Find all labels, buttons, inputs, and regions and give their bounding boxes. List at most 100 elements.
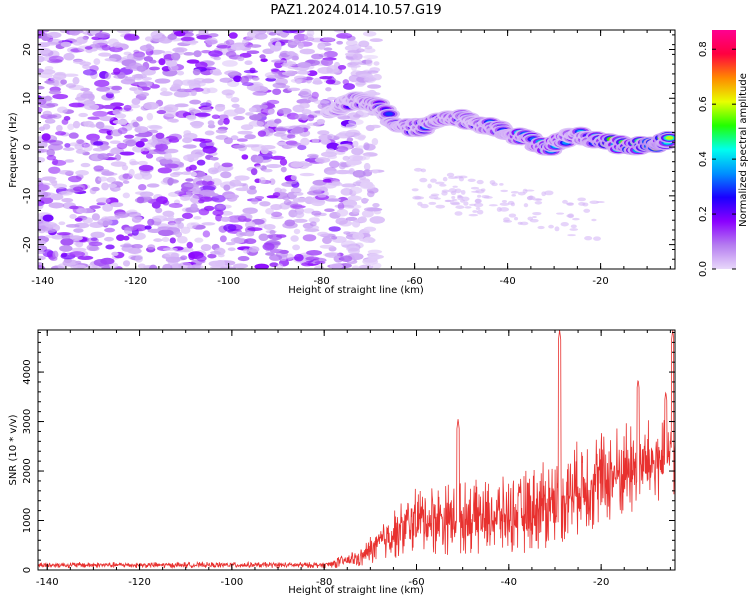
- noise-blob: [227, 247, 236, 252]
- noise-blob: [60, 41, 72, 48]
- noise-blob: [311, 138, 320, 144]
- noise-blob: [183, 51, 195, 56]
- noise-blob: [167, 222, 181, 229]
- noise-blob: [110, 161, 127, 167]
- noise-blob: [246, 50, 260, 55]
- noise-blob: [147, 244, 156, 250]
- noise-blob: [111, 85, 123, 91]
- noise-blob: [199, 138, 213, 143]
- noise-blob: [240, 75, 249, 84]
- noise-blob: [219, 77, 233, 83]
- noise-blob: [198, 208, 210, 216]
- spectrogram-x-label: Height of straight line (km): [288, 285, 424, 296]
- noise-blob: [207, 120, 215, 126]
- noise-blob: [296, 98, 311, 105]
- noise-blob: [198, 30, 209, 36]
- noise-blob: [283, 59, 293, 68]
- noise-blob: [101, 182, 109, 191]
- noise-blob: [136, 65, 147, 72]
- noise-blob: [68, 175, 82, 183]
- noise-blob: [336, 208, 349, 217]
- noise-blob: [196, 255, 207, 262]
- tail-blob: [439, 183, 447, 187]
- noise-blob: [292, 244, 301, 251]
- noise-blob: [183, 154, 199, 162]
- tail-blob: [464, 206, 472, 209]
- noise-blob: [180, 226, 191, 234]
- noise-blob: [110, 202, 124, 208]
- noise-blob: [49, 256, 58, 262]
- noise-blob: [72, 186, 84, 192]
- noise-blob: [175, 231, 183, 238]
- colorbar-tick-label: 0.6: [698, 96, 709, 112]
- noise-blob: [41, 133, 51, 141]
- noise-blob: [38, 184, 50, 191]
- noise-blob: [114, 113, 127, 119]
- noise-blob: [237, 215, 247, 223]
- noise-blob: [299, 91, 309, 95]
- noise-blob: [44, 65, 54, 71]
- noise-blob: [94, 79, 110, 88]
- noise-blob: [151, 201, 161, 209]
- noise-blob: [158, 229, 174, 237]
- noise-blob: [297, 62, 312, 69]
- noise-blob: [232, 144, 246, 149]
- noise-blob: [198, 189, 215, 196]
- noise-blob: [351, 208, 360, 215]
- noise-blob: [291, 55, 299, 61]
- tail-blob: [435, 204, 446, 209]
- noise-blob: [323, 50, 338, 58]
- tail-blob: [442, 176, 448, 182]
- noise-blob: [202, 230, 211, 238]
- tail-blob: [413, 167, 423, 172]
- noise-blob: [147, 124, 162, 129]
- noise-blob: [366, 207, 383, 212]
- noise-blob: [167, 33, 177, 40]
- noise-blob: [240, 124, 254, 131]
- noise-blob: [290, 78, 303, 83]
- tail-blob: [414, 196, 425, 200]
- noise-blob: [244, 60, 253, 66]
- noise-blob: [59, 245, 73, 252]
- tail-blob: [434, 181, 445, 185]
- noise-blob: [260, 144, 276, 150]
- noise-blob: [109, 46, 124, 53]
- noise-blob: [72, 120, 81, 129]
- noise-blob: [93, 58, 101, 66]
- tail-blob: [514, 216, 519, 221]
- noise-blob: [190, 171, 197, 177]
- noise-blob: [301, 262, 314, 267]
- noise-blob: [275, 41, 282, 49]
- noise-blob: [314, 157, 331, 163]
- noise-blob: [248, 120, 265, 127]
- noise-blob: [120, 244, 135, 248]
- noise-blob: [71, 247, 87, 252]
- noise-blob: [168, 133, 182, 141]
- noise-blob: [219, 235, 227, 243]
- noise-blob: [58, 169, 75, 175]
- noise-blob: [221, 89, 235, 96]
- tail-blob: [488, 204, 498, 207]
- noise-blob: [215, 103, 226, 108]
- noise-blob: [270, 155, 286, 160]
- tail-blob: [472, 210, 478, 213]
- noise-blob: [75, 170, 89, 176]
- noise-blob: [98, 52, 112, 57]
- noise-blob: [134, 126, 149, 134]
- colorbar-tick-label: 0.8: [698, 41, 709, 57]
- noise-blob: [164, 152, 172, 161]
- noise-blob: [317, 130, 330, 136]
- noise-blob: [167, 214, 175, 219]
- spectrogram-heatmap: [38, 30, 675, 269]
- tail-blob: [448, 176, 458, 179]
- noise-blob: [313, 100, 330, 105]
- noise-blob: [182, 144, 197, 149]
- noise-blob: [193, 50, 202, 58]
- noise-blob: [68, 102, 85, 108]
- noise-blob: [174, 190, 185, 195]
- snr-x-tick-label: -80: [316, 577, 332, 588]
- noise-blob: [245, 231, 255, 237]
- noise-blob: [137, 184, 147, 191]
- noise-blob: [274, 118, 282, 124]
- tail-blob: [562, 199, 568, 204]
